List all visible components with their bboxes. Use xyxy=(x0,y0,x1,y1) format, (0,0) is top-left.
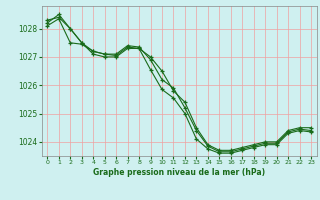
X-axis label: Graphe pression niveau de la mer (hPa): Graphe pression niveau de la mer (hPa) xyxy=(93,168,265,177)
